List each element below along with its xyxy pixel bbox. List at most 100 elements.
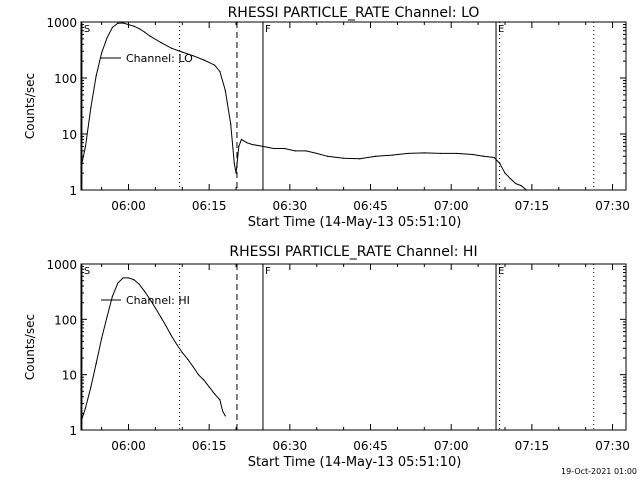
data-point (515, 183, 517, 185)
data-point (536, 189, 538, 191)
data-point (144, 31, 146, 33)
data-point (525, 189, 528, 191)
data-point (165, 325, 167, 327)
x-axis-label: Start Time (14-May-13 05:51:10) (248, 215, 462, 230)
data-point (213, 393, 216, 395)
marker-label: F (265, 24, 271, 35)
data-point (391, 154, 393, 156)
data-point (219, 71, 221, 73)
data-point (101, 52, 103, 54)
data-point (176, 343, 178, 346)
data-point (160, 316, 162, 318)
legend-label: Channel: HI (126, 294, 190, 307)
data-point (294, 150, 296, 152)
data-point (579, 189, 581, 191)
data-point (170, 335, 173, 337)
data-point (213, 64, 216, 66)
x-axis-label: Start Time (14-May-13 05:51:10) (248, 455, 462, 470)
plot-frame (80, 263, 627, 431)
data-point (127, 277, 130, 279)
data-point (187, 358, 189, 360)
data-point (504, 172, 506, 174)
data-point (181, 51, 183, 53)
marker-label: F (265, 266, 271, 277)
y-tick-label: 100 (54, 313, 77, 327)
data-point (95, 75, 97, 77)
x-tick-label: 06:30 (273, 199, 308, 213)
data-point (101, 337, 103, 340)
marker-label: E (498, 24, 504, 35)
x-tick-label: 06:30 (273, 439, 308, 453)
data-point (149, 298, 151, 300)
data-point (138, 283, 140, 285)
data-point (455, 152, 458, 155)
data-point (111, 295, 113, 297)
panel-1: RHESSI PARTICLE_RATE Channel: LO 1 10 100 10… (23, 5, 630, 230)
data-point (122, 277, 124, 279)
x-tick-label: 07:00 (434, 199, 469, 213)
x-tick-label: 06:15 (192, 199, 227, 213)
data-point (90, 386, 92, 388)
data-point (407, 152, 409, 155)
data-point (84, 145, 87, 148)
x-tick-label: 06:00 (111, 199, 146, 213)
data-point (203, 379, 205, 381)
data-point (222, 410, 224, 412)
data-point (547, 189, 549, 191)
data-point (106, 37, 108, 39)
x-tick-label: 07:15 (515, 439, 550, 453)
data-point (80, 421, 82, 423)
data-point (482, 155, 485, 157)
data-point (90, 106, 92, 108)
data-point (80, 167, 82, 169)
marker-label: S (84, 24, 90, 35)
x-tick-label: 06:00 (111, 439, 146, 453)
x-tick-label: 06:45 (353, 199, 388, 213)
y-tick-label: 1000 (46, 258, 77, 272)
y-tick-label: 10 (62, 369, 77, 383)
panels-group: RHESSI PARTICLE_RATE Channel: LO 1 10 100 10… (23, 5, 630, 470)
data-point (84, 407, 87, 409)
x-tick-label: 07:15 (515, 199, 550, 213)
chart-title: RHESSI PARTICLE_RATE Channel: LO (228, 5, 480, 21)
data-point (138, 28, 140, 30)
data-point (224, 415, 226, 417)
data-point (251, 143, 253, 146)
y-axis-label: Counts/sec (23, 314, 37, 380)
x-tick-label: 07:30 (595, 439, 630, 453)
data-point (197, 374, 200, 376)
data-point (192, 365, 194, 368)
x-tick-label: 07:00 (434, 439, 469, 453)
data-point (230, 123, 232, 125)
data-point (359, 158, 361, 160)
data-point (235, 172, 237, 174)
footer-timestamp: 19-Oct-2021 01:00 (561, 467, 637, 476)
data-point (106, 316, 108, 318)
data-point (240, 138, 243, 141)
data-point (160, 41, 162, 44)
data-point (95, 362, 97, 364)
y-tick-label: 1000 (46, 16, 77, 30)
data-point (472, 153, 474, 156)
data-point (375, 155, 377, 157)
data-point (520, 184, 522, 187)
x-tick-label: 07:30 (595, 199, 630, 213)
y-tick-label: 100 (54, 72, 77, 86)
data-point (192, 55, 194, 57)
data-point (238, 145, 240, 148)
data-point (133, 279, 135, 281)
data-point (262, 145, 264, 148)
data-point (423, 152, 425, 154)
data-point (499, 162, 501, 164)
data-point (246, 142, 248, 144)
data-point (208, 386, 210, 388)
data-point (439, 152, 442, 155)
data-point (343, 157, 345, 159)
plot-frame (80, 21, 627, 191)
y-tick-label: 1 (69, 184, 77, 198)
data-point (273, 147, 275, 150)
data-point (117, 22, 119, 24)
data-point (170, 47, 173, 49)
